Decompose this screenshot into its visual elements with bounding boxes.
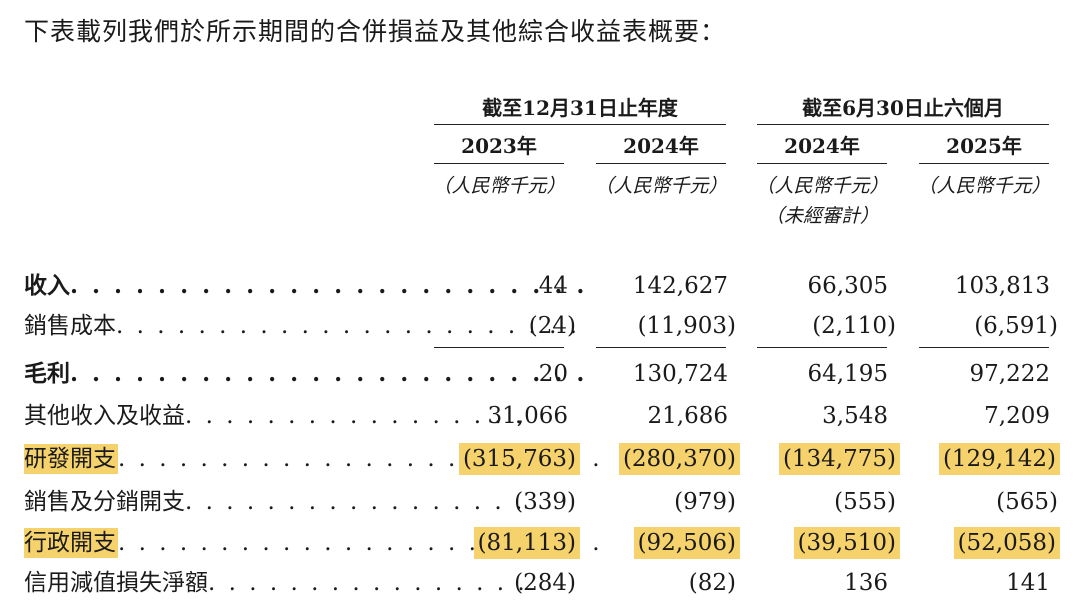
header-year-rule xyxy=(757,163,887,164)
row-value-2023: 20 xyxy=(538,361,568,387)
row-value-2024: 142,627 xyxy=(632,273,728,299)
header-year-2024: 2024年 xyxy=(623,134,699,158)
header-unit: （人民幣千元） xyxy=(917,175,1051,197)
row-value-h1-2024: (2,110) xyxy=(812,313,896,339)
row-value-h1-2024: (555) xyxy=(834,489,896,515)
row-value-2024: 21,686 xyxy=(647,403,728,429)
intro-text: 下表載列我們於所示期間的合併損益及其他綜合收益表概要： xyxy=(24,17,727,46)
table-row: 銷售及分銷開支. . . . . . . . . . . . . . . . .… xyxy=(0,482,1080,522)
table-row: 銷售成本. . . . . . . . . . . . . . . . . . … xyxy=(0,306,1080,346)
table-row: 毛利. . . . . . . . . . . . . . . . . . . … xyxy=(0,354,1080,394)
row-value-h1-2025: 97,222 xyxy=(969,361,1050,387)
header-year-rule xyxy=(596,163,726,164)
row-value-h1-2024: 66,305 xyxy=(807,273,888,299)
header-period-2025: 2025年 xyxy=(946,134,1022,158)
row-value-2023: (315,763) xyxy=(418,439,580,479)
row-value-h1-2024: 136 xyxy=(844,570,888,596)
row-value-2024: (280,370) xyxy=(578,439,740,479)
row-value-2023: (339) xyxy=(514,489,576,515)
row-value-h1-2024: (39,510) xyxy=(738,523,900,563)
row-value-2023: 31,066 xyxy=(487,403,568,429)
table-row-highlighted: 行政開支. . . . . . . . . . . . . . . . . . … xyxy=(0,523,1080,563)
subtotal-rule xyxy=(596,347,726,348)
row-label: 銷售成本. . . . . . . . . . . . . . . . . . … xyxy=(24,313,580,339)
row-value-h1-2024: 64,195 xyxy=(807,361,888,387)
table-row-highlighted: 研發開支. . . . . . . . . . . . . . . . . . … xyxy=(0,439,1080,479)
header-period-2024: 2024年 xyxy=(784,134,860,158)
header-group-six-months: 截至6月30日止六個月 xyxy=(802,96,1004,120)
row-value-h1-2024: (134,775) xyxy=(738,439,900,479)
subtotal-rule xyxy=(919,347,1049,348)
header-year-rule xyxy=(434,163,564,164)
row-value-h1-2025: 103,813 xyxy=(954,273,1050,299)
header-year-2023: 2023年 xyxy=(461,134,537,158)
row-value-2023: 44 xyxy=(538,273,568,299)
row-value-h1-2025: (52,058) xyxy=(898,523,1060,563)
row-value-2023: (284) xyxy=(514,570,576,596)
table-row: 收入. . . . . . . . . . . . . . . . . . . … xyxy=(0,266,1080,306)
row-value-2024: (11,903) xyxy=(637,313,736,339)
row-label: 銷售及分銷開支. . . . . . . . . . . . . . . . . xyxy=(24,489,526,515)
header-group-six-months-rule xyxy=(757,124,1049,125)
row-value-h1-2025: (565) xyxy=(996,489,1058,515)
row-value-h1-2025: (6,591) xyxy=(974,313,1058,339)
header-group-annual-rule xyxy=(434,124,726,125)
row-value-h1-2025: (129,142) xyxy=(898,439,1060,479)
row-value-2024: (979) xyxy=(674,489,736,515)
subtotal-rule xyxy=(757,347,887,348)
row-value-h1-2025: 141 xyxy=(1006,570,1050,596)
row-label: 其他收入及收益. . . . . . . . . . . . . . . . . xyxy=(24,403,526,429)
header-unit: （人民幣千元） xyxy=(432,175,566,197)
row-value-2024: (82) xyxy=(688,570,736,596)
header-unit: （人民幣千元） xyxy=(755,175,889,197)
row-value-2023: (24) xyxy=(528,313,576,339)
header-year-rule xyxy=(919,163,1049,164)
header-unit: （人民幣千元） xyxy=(594,175,728,197)
row-value-2023: (81,113) xyxy=(418,523,580,563)
header-group-annual: 截至12月31日止年度 xyxy=(482,96,678,120)
header-unaudited-note: （未經審計） xyxy=(764,205,879,227)
row-value-h1-2024: 3,548 xyxy=(822,403,888,429)
row-value-h1-2025: 7,209 xyxy=(984,403,1050,429)
table-row: 其他收入及收益. . . . . . . . . . . . . . . . .… xyxy=(0,396,1080,436)
subtotal-rule xyxy=(434,347,564,348)
row-value-2024: (92,506) xyxy=(578,523,740,563)
row-label: 收入. . . . . . . . . . . . . . . . . . . … xyxy=(24,272,588,299)
table-row: 信用減值損失淨額. . . . . . . . . . . . . . . . … xyxy=(0,563,1080,603)
row-label: 信用減值損失淨額. . . . . . . . . . . . . . . . xyxy=(24,570,528,596)
row-label: 毛利. . . . . . . . . . . . . . . . . . . … xyxy=(24,360,588,387)
row-value-2024: 130,724 xyxy=(632,361,728,387)
